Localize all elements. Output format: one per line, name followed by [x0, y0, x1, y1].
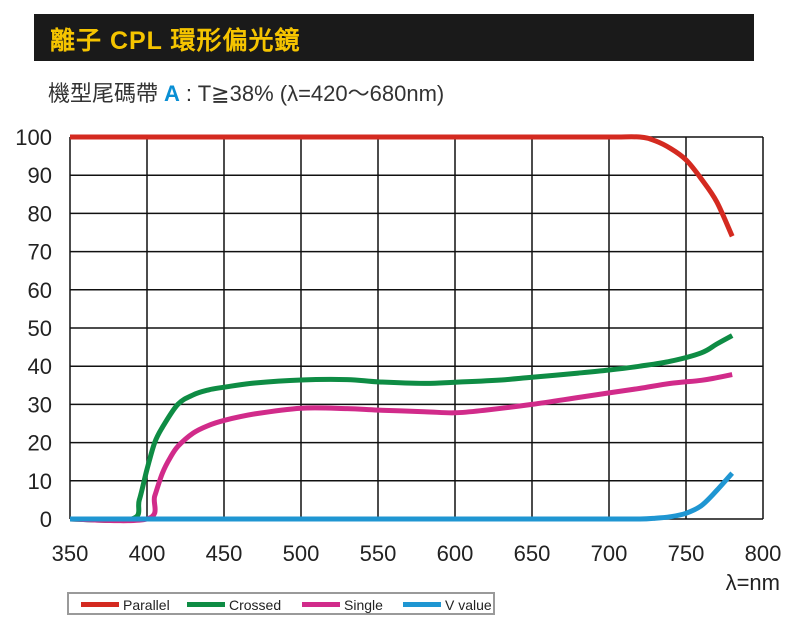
legend-label: Single: [344, 596, 383, 613]
y-tick-label: 60: [28, 278, 52, 303]
title-bar: 離子 CPL 環形偏光鏡: [34, 14, 754, 61]
y-tick-label: 20: [28, 431, 52, 456]
grid: [69, 136, 764, 520]
series-line-single: [69, 372, 733, 524]
subtitle: 機型尾碼帶 A: T≧38% (λ=420～680nm): [48, 76, 444, 108]
legend: Parallel Crossed Single V value: [67, 592, 495, 615]
legend-item-v-value: V value: [403, 595, 492, 614]
subtitle-spec: : T≧38% (λ=420～680nm): [185, 81, 445, 106]
series-line-crossed: [69, 333, 734, 523]
legend-item-crossed: Crossed: [187, 595, 281, 614]
legend-label: V value: [445, 596, 492, 613]
x-tick-label: 550: [360, 541, 397, 566]
x-tick-label: 400: [129, 541, 166, 566]
y-tick-label: 80: [28, 201, 52, 226]
x-tick-label: 650: [514, 541, 551, 566]
x-axis-label: λ=nm: [726, 570, 780, 595]
y-tick-label: 10: [28, 469, 52, 494]
series-line-parallel: [69, 134, 735, 238]
legend-swatch: [302, 602, 340, 607]
legend-label: Crossed: [229, 596, 282, 613]
legend-item-parallel: Parallel: [81, 595, 170, 614]
page-title: 離子 CPL 環形偏光鏡: [50, 27, 301, 55]
x-tick-label: 500: [283, 541, 320, 566]
legend-label: Parallel: [123, 596, 170, 613]
y-tick-label: 40: [28, 354, 52, 379]
legend-swatch: [81, 602, 119, 607]
x-tick-label: 450: [206, 541, 243, 566]
y-tick-label: 50: [28, 316, 52, 341]
series-line-v-value: [70, 471, 735, 522]
x-tick-label: 750: [668, 541, 705, 566]
x-tick-label: 350: [52, 541, 89, 566]
y-tick-label: 90: [28, 163, 52, 188]
subtitle-prefix: 機型尾碼帶: [48, 81, 159, 106]
y-tick-label: 100: [15, 125, 52, 150]
legend-swatch: [187, 602, 225, 607]
y-tick-label: 0: [40, 507, 52, 532]
x-tick-label: 800: [745, 541, 782, 566]
y-tick-label: 30: [28, 392, 52, 417]
legend-item-single: Single: [302, 595, 383, 614]
x-tick-label: 600: [437, 541, 474, 566]
series-lines: [69, 134, 735, 524]
y-tick-label: 70: [28, 240, 52, 265]
legend-swatch: [403, 602, 441, 607]
subtitle-model-letter: A: [164, 81, 180, 106]
axis-ticks: 0 10 20 30 40 50 60 70 80 90 100 350 400 450 500 550 600…: [15, 125, 781, 566]
x-tick-label: 700: [591, 541, 628, 566]
